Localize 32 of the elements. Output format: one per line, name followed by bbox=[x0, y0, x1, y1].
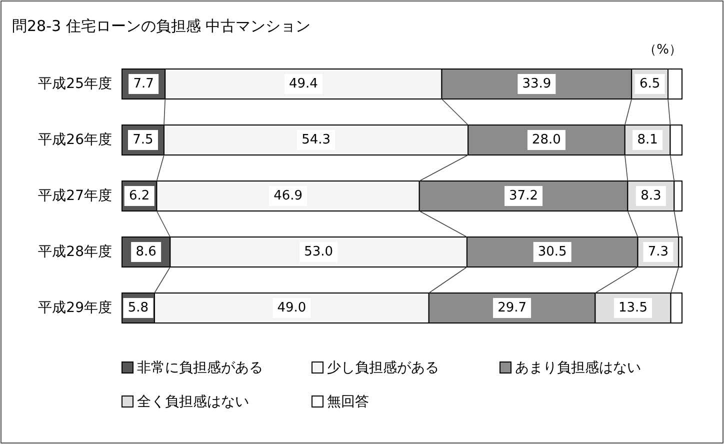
data-label: 53.0 bbox=[304, 244, 334, 260]
data-label: 30.5 bbox=[538, 244, 567, 260]
y-tick-label: 平成26年度 bbox=[38, 132, 112, 148]
data-label: 7.5 bbox=[132, 132, 154, 148]
data-label: 54.3 bbox=[302, 132, 331, 148]
data-label: 6.5 bbox=[639, 76, 660, 92]
legend-label: 少し負担感がある bbox=[327, 360, 439, 376]
legend-label: 全く負担感はない bbox=[137, 394, 249, 410]
data-label: 28.0 bbox=[532, 132, 561, 148]
chart-title: 問28-3 住宅ローンの負担感 中古マンション bbox=[12, 17, 311, 35]
data-label: 6.2 bbox=[129, 188, 150, 204]
y-tick-label: 平成28年度 bbox=[38, 244, 112, 260]
y-tick-label: 平成25年度 bbox=[38, 76, 112, 92]
data-label: 5.8 bbox=[128, 300, 149, 316]
annotation: （%） bbox=[644, 42, 682, 58]
data-label: 8.6 bbox=[136, 244, 156, 260]
data-label: 8.3 bbox=[640, 188, 662, 204]
data-label: 37.2 bbox=[509, 188, 538, 204]
legend-label: あまり負担感はない bbox=[515, 360, 641, 376]
data-label: 7.3 bbox=[648, 244, 669, 260]
data-label: 8.1 bbox=[637, 132, 658, 148]
data-label: 33.9 bbox=[522, 76, 552, 92]
data-label: 49.4 bbox=[288, 76, 318, 92]
legend-label: 無回答 bbox=[327, 394, 369, 410]
data-label: 13.5 bbox=[618, 300, 648, 316]
y-tick-label: 平成27年度 bbox=[38, 188, 112, 204]
legend-label: 非常に負担感がある bbox=[137, 360, 263, 376]
y-tick-label: 平成29年度 bbox=[38, 300, 112, 316]
data-label: 46.9 bbox=[274, 188, 303, 204]
data-label: 29.7 bbox=[498, 300, 527, 316]
data-label: 49.0 bbox=[277, 300, 306, 316]
data-label: 7.7 bbox=[133, 76, 154, 92]
